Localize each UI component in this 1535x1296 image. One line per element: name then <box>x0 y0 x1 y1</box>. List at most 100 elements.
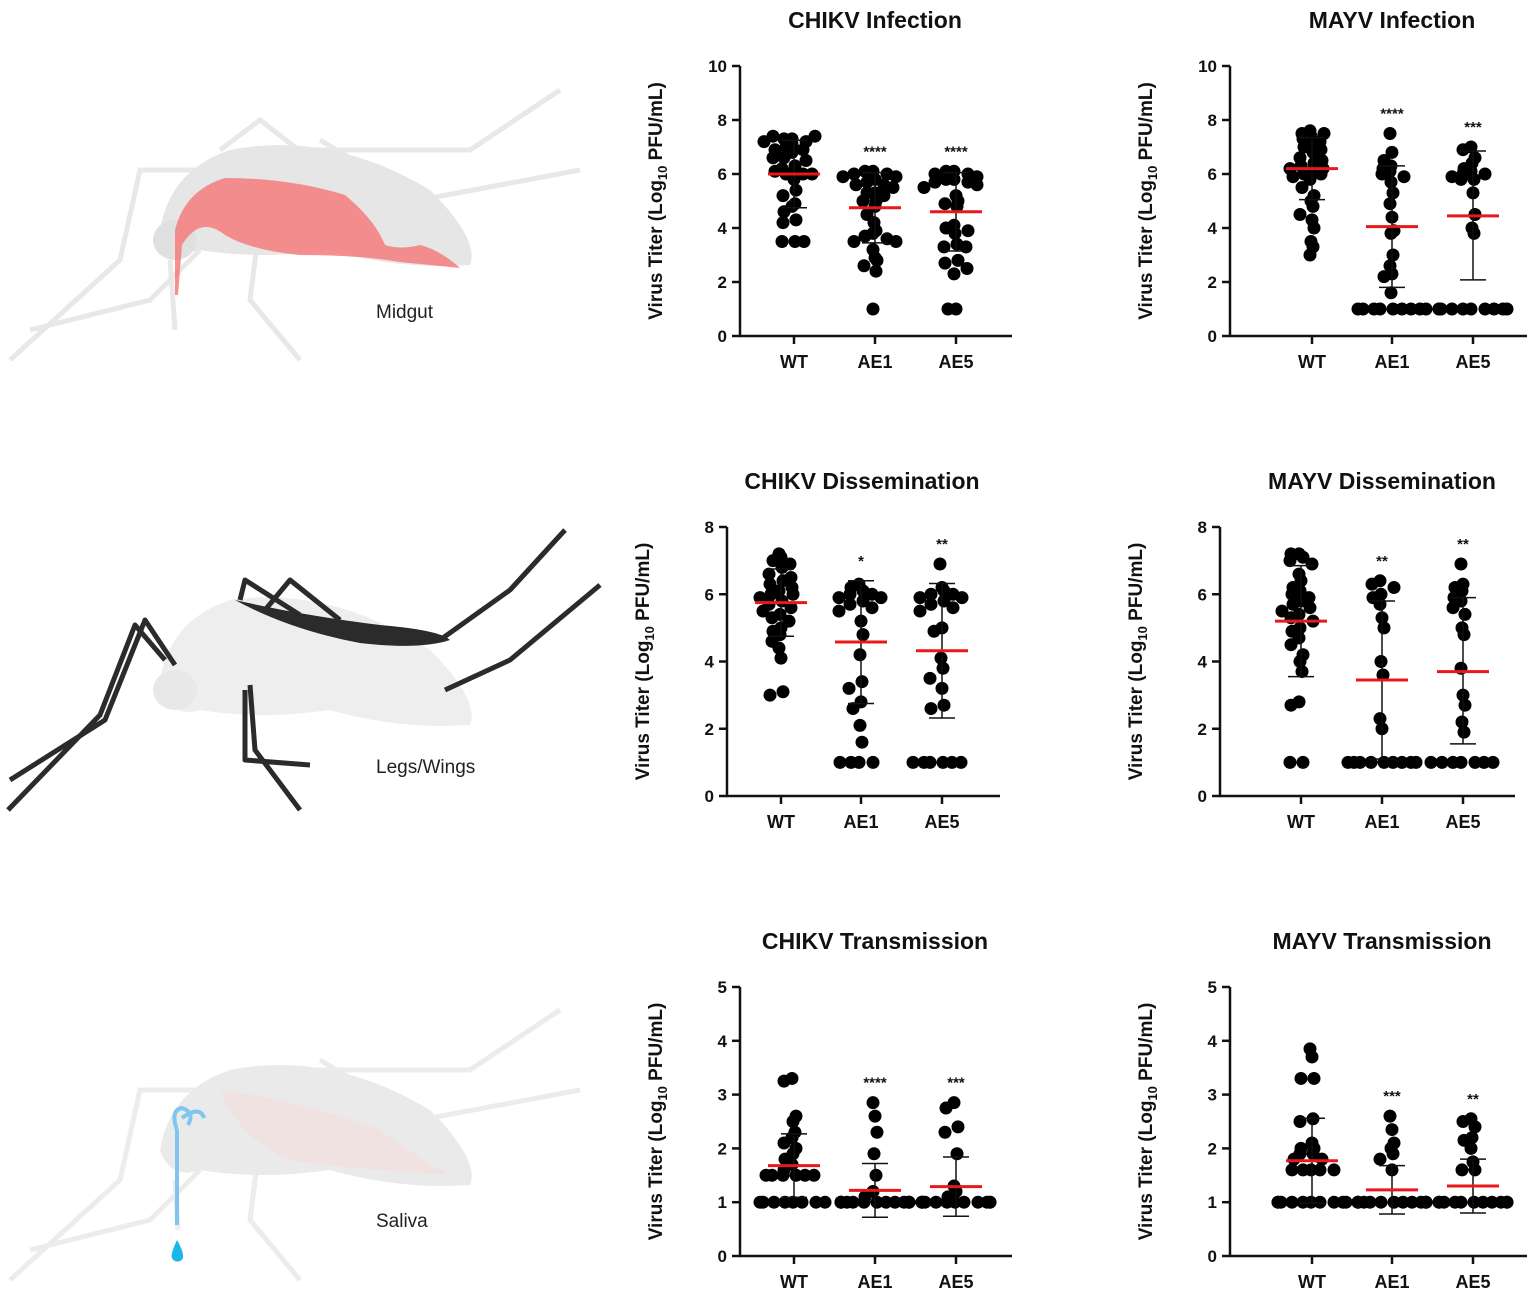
significance-label: **** <box>863 1075 887 1092</box>
data-point <box>857 259 871 273</box>
data-point <box>847 167 861 181</box>
data-point <box>1487 302 1501 316</box>
y-axis-label: Virus Titer (Log10 PFU/mL) <box>1136 1003 1160 1241</box>
data-point <box>1313 1163 1327 1177</box>
data-point <box>846 702 860 716</box>
data-point <box>1458 607 1472 621</box>
data-point <box>1395 755 1409 769</box>
data-point <box>1457 725 1471 739</box>
data-point <box>902 1195 916 1209</box>
data-point <box>913 604 927 618</box>
data-point <box>1285 1163 1299 1177</box>
data-point <box>1314 167 1328 181</box>
data-point <box>857 1195 871 1209</box>
x-tick-label: AE5 <box>938 1272 973 1292</box>
significance-label: ** <box>1467 1091 1479 1108</box>
data-point <box>774 651 788 665</box>
data-point <box>1327 1163 1341 1177</box>
data-point <box>1383 197 1397 211</box>
data-point <box>849 178 863 192</box>
significance-label: * <box>858 553 864 570</box>
y-tick-label: 8 <box>705 518 714 537</box>
data-point <box>855 675 869 689</box>
x-tick-label: AE1 <box>1374 1272 1409 1292</box>
data-point <box>795 1195 809 1209</box>
data-point <box>917 755 931 769</box>
x-tick-label: AE1 <box>857 352 892 372</box>
data-point <box>772 641 786 655</box>
data-point <box>1500 1195 1514 1209</box>
data-point <box>971 1195 985 1209</box>
data-point <box>870 1125 884 1139</box>
significance-label: *** <box>947 1075 965 1092</box>
chart-panel: MAYV Dissemination 0 2 4 6 8 Virus Titer (Log1… <box>1126 468 1515 832</box>
data-point <box>941 302 955 316</box>
data-point <box>933 557 947 571</box>
data-point <box>1448 1195 1462 1209</box>
data-point <box>762 567 776 581</box>
data-point <box>1464 1141 1478 1155</box>
data-point <box>1287 1152 1301 1166</box>
data-point <box>1395 302 1409 316</box>
data-point <box>1455 1163 1469 1177</box>
y-tick-label: 3 <box>1208 1086 1217 1105</box>
data-point <box>860 175 874 189</box>
y-tick-label: 1 <box>1208 1193 1217 1212</box>
data-point <box>940 1195 954 1209</box>
chart-panel: MAYV Transmission 0 1 2 3 4 5 Virus Titer (Log1… <box>1136 928 1527 1292</box>
y-axis-label: Virus Titer (Log10 PFU/mL) <box>633 543 657 781</box>
data-point <box>788 235 802 248</box>
data-point <box>869 264 883 278</box>
data-point <box>1432 1195 1446 1209</box>
y-tick-label: 6 <box>1208 165 1217 184</box>
data-point <box>1468 755 1482 769</box>
y-tick-label: 4 <box>718 1032 728 1051</box>
y-axis-label: Virus Titer (Log10 PFU/mL) <box>646 82 670 320</box>
data-point <box>1500 302 1514 316</box>
data-point <box>937 240 951 254</box>
data-point <box>797 235 811 248</box>
data-point <box>1478 167 1492 181</box>
significance-label: *** <box>1464 119 1482 136</box>
data-point <box>766 554 780 568</box>
data-point <box>1386 186 1400 200</box>
data-point <box>938 1125 952 1139</box>
y-tick-label: 3 <box>718 1086 727 1105</box>
data-point <box>888 1195 902 1209</box>
data-point <box>1275 604 1289 618</box>
significance-label: ** <box>936 536 948 553</box>
data-point <box>915 1195 929 1209</box>
data-point <box>1457 628 1471 642</box>
saliva-drop-icon <box>171 1240 184 1262</box>
y-axis-label: Virus Titer (Log10 PFU/mL) <box>1126 543 1150 781</box>
data-point <box>858 229 872 243</box>
data-point <box>1339 1195 1353 1209</box>
chart-panel: CHIKV Transmission 0 1 2 3 4 5 Virus Titer (Log… <box>646 928 1012 1292</box>
data-point <box>1374 1195 1388 1209</box>
data-point <box>789 213 803 227</box>
data-point <box>1303 601 1317 615</box>
data-point <box>775 560 789 574</box>
data-point <box>1293 208 1307 221</box>
y-tick-label: 8 <box>1208 111 1217 130</box>
x-tick-label: WT <box>1287 812 1315 832</box>
data-point <box>866 755 880 769</box>
data-point <box>858 164 872 178</box>
data-point <box>1446 601 1460 615</box>
organ-label-saliva: Saliva <box>376 1211 428 1232</box>
midgut-highlight <box>175 178 460 295</box>
data-point <box>757 135 771 149</box>
data-point <box>936 755 950 769</box>
data-point <box>1376 668 1390 682</box>
mosquito-midgut-illustration: Midgut <box>8 87 581 362</box>
data-point <box>1303 172 1317 186</box>
data-point <box>1286 170 1300 184</box>
data-point <box>938 197 952 211</box>
data-point <box>917 181 931 194</box>
data-point <box>776 574 790 588</box>
x-tick-label: AE1 <box>1364 812 1399 832</box>
data-point <box>843 597 857 611</box>
data-point <box>948 226 962 240</box>
data-point <box>1294 1071 1308 1085</box>
y-tick-label: 0 <box>1198 787 1207 806</box>
